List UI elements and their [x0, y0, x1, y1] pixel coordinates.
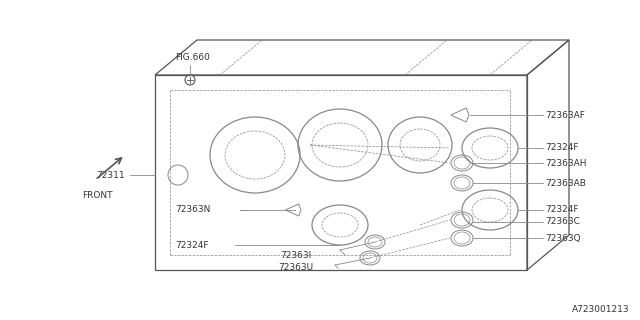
Text: FRONT: FRONT: [82, 190, 113, 199]
Text: 72311: 72311: [97, 171, 125, 180]
Text: 72363AB: 72363AB: [545, 179, 586, 188]
Text: 72324F: 72324F: [175, 241, 209, 250]
Text: 72363Q: 72363Q: [545, 234, 580, 243]
Text: 72363AH: 72363AH: [545, 158, 586, 167]
Text: 72363N: 72363N: [175, 205, 211, 214]
Text: 72363U: 72363U: [278, 263, 313, 273]
Text: A723001213: A723001213: [572, 306, 630, 315]
Text: 72324F: 72324F: [545, 143, 579, 153]
Text: 72363C: 72363C: [545, 218, 580, 227]
Text: FIG.660: FIG.660: [175, 53, 210, 62]
Text: 72324F: 72324F: [545, 205, 579, 214]
Text: 72363AF: 72363AF: [545, 110, 585, 119]
Text: 72363I: 72363I: [280, 251, 311, 260]
